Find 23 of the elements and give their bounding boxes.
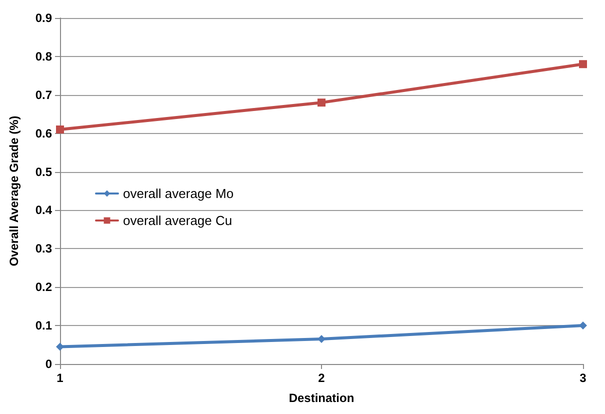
point bbox=[318, 98, 326, 107]
point bbox=[56, 342, 64, 351]
x-tick-label: 1 bbox=[56, 371, 64, 385]
y-tick-label: 0 bbox=[45, 357, 52, 371]
y-axis-title: Overall Average Grade (%) bbox=[7, 116, 21, 266]
legend-label: overall average Mo bbox=[123, 186, 234, 201]
y-tick-label: 0.9 bbox=[35, 11, 52, 25]
y-tick-label: 0.7 bbox=[35, 88, 52, 102]
y-tick-label: 0.4 bbox=[35, 203, 52, 218]
point bbox=[579, 322, 587, 330]
x-tick-label: 2 bbox=[318, 371, 326, 385]
y-tick-label: 0.8 bbox=[35, 49, 52, 64]
point bbox=[318, 335, 326, 344]
x-axis-title: Destination bbox=[288, 391, 354, 405]
x-tick-label: 3 bbox=[580, 371, 587, 385]
legend-label: overall average Cu bbox=[123, 213, 232, 228]
y-tick-label: 0.2 bbox=[35, 280, 52, 294]
y-tick-label: 0.3 bbox=[35, 242, 52, 256]
y-tick-label: 0.1 bbox=[35, 318, 52, 333]
y-tick-label: 0.5 bbox=[35, 164, 52, 179]
y-tick-label: 0.6 bbox=[35, 126, 52, 140]
point bbox=[579, 60, 587, 68]
point bbox=[56, 125, 64, 134]
